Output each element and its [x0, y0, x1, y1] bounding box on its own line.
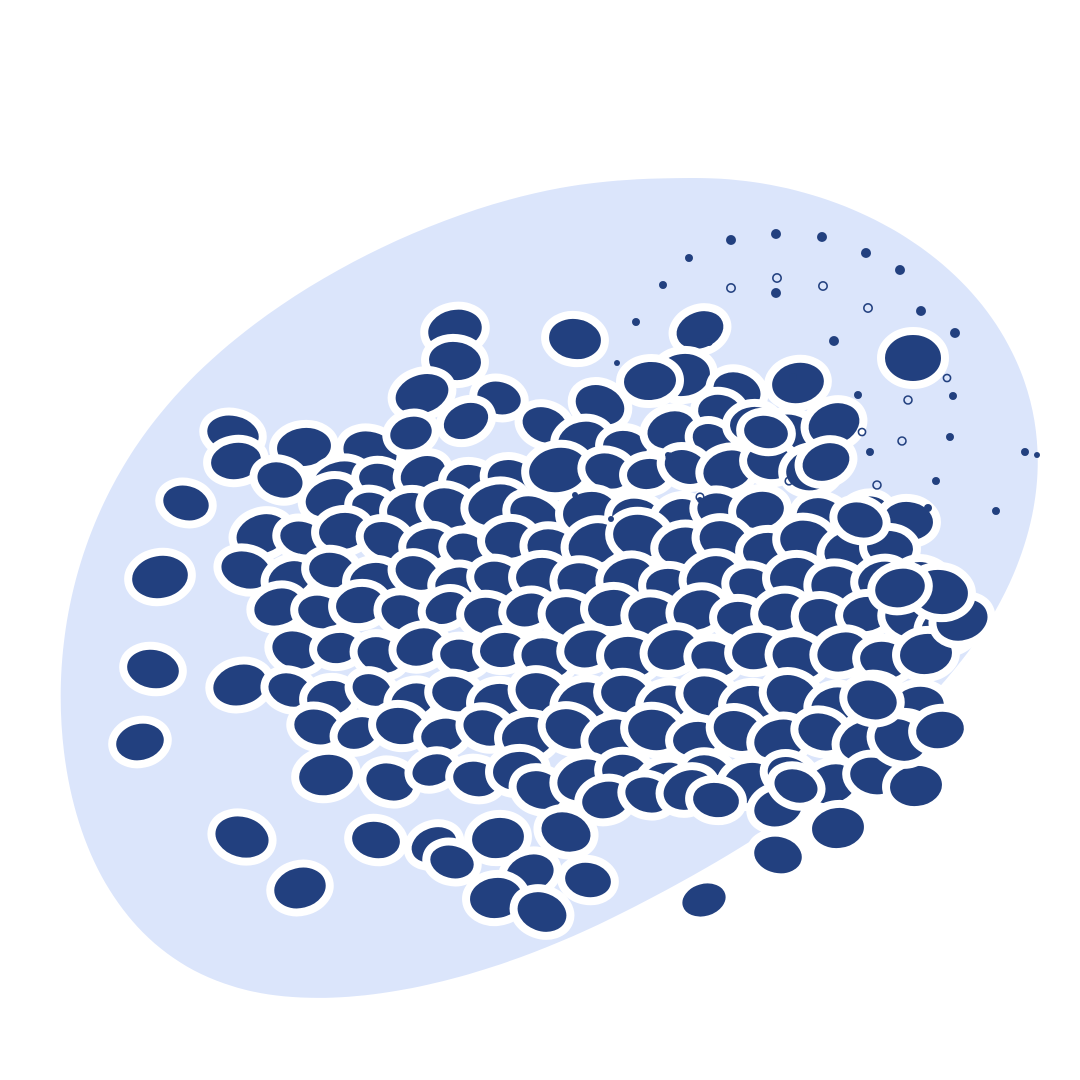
- scatter-point-small: [789, 373, 797, 381]
- scatter-point-small: [1021, 448, 1029, 456]
- scatter-point-small: [861, 248, 871, 258]
- scatter-point-small: [608, 516, 614, 522]
- scatter-point-small: [817, 232, 827, 242]
- scatter-point-hollow: [784, 476, 794, 486]
- scatter-point-large: [422, 837, 482, 887]
- scatter-point-small: [659, 281, 667, 289]
- scatter-point-large: [557, 854, 619, 906]
- scatter-point-small: [771, 288, 781, 298]
- scatter-point-hollow: [862, 302, 873, 313]
- scatter-point-hollow: [942, 373, 952, 383]
- scatter-point-hollow: [817, 280, 828, 291]
- scatter-point-large: [668, 303, 732, 357]
- scatter-point-large: [616, 353, 684, 409]
- scatter-point-large: [344, 813, 408, 867]
- scatter-point-large: [108, 715, 172, 769]
- scatter-point-small: [705, 338, 713, 346]
- scatter-point-hollow: [695, 492, 705, 502]
- scatter-point-small: [895, 265, 905, 275]
- scatter-point-small: [950, 328, 960, 338]
- scatter-point-large: [509, 884, 575, 940]
- large-marker-layer: [108, 301, 996, 940]
- scatter-point-large: [435, 394, 497, 448]
- scatter-point-small: [854, 391, 862, 399]
- scatter-point-small: [685, 254, 693, 262]
- scatter-point-small: [757, 467, 763, 473]
- scatter-point-large: [829, 494, 891, 546]
- scatter-point-small: [949, 392, 957, 400]
- scatter-point-large: [155, 477, 217, 529]
- scatter-point-small: [916, 306, 926, 316]
- scatter-point-large: [119, 641, 187, 697]
- hollow-ring-layer: [665, 272, 952, 502]
- scatter-point-hollow: [665, 452, 675, 462]
- scatter-point-large: [207, 808, 277, 866]
- scatter-point-hollow: [903, 395, 913, 405]
- scatter-point-small: [829, 336, 839, 346]
- scatter-point-small: [771, 229, 781, 239]
- scatter-point-large: [908, 703, 972, 757]
- scatter-point-large: [746, 828, 810, 882]
- scatter-point-small: [572, 492, 578, 498]
- scatter-point-hollow: [771, 272, 782, 283]
- scatter-point-small: [542, 502, 548, 508]
- scatter-point-hollow: [897, 436, 907, 446]
- scatter-point-large: [877, 327, 949, 389]
- scatter-point-large: [124, 547, 196, 607]
- scatter-point-large: [839, 672, 905, 728]
- scatter-point-large: [674, 875, 734, 925]
- scatter-point-large: [266, 859, 334, 917]
- scatter-point-large: [736, 407, 796, 457]
- scatter-point-large: [685, 774, 747, 826]
- scatter-point-large: [291, 746, 361, 804]
- scatter-point-small: [726, 235, 736, 245]
- scatter-point-small: [992, 507, 1000, 515]
- scatter-point-large: [766, 761, 826, 811]
- scatter-point-large: [533, 804, 599, 860]
- scatter-point-small: [866, 448, 874, 456]
- scatter-point-small: [932, 477, 940, 485]
- scatter-point-large: [794, 435, 858, 489]
- scatter-point-large: [541, 310, 609, 368]
- scatter-point-hollow: [725, 282, 736, 293]
- scatter-point-small: [614, 360, 620, 366]
- scatter-point-small: [946, 433, 954, 441]
- scatter-point-large: [867, 560, 933, 616]
- scatter-point-large: [804, 799, 872, 857]
- scatter-point-large: [764, 354, 832, 412]
- scatter-point-small: [924, 504, 932, 512]
- scatter-point-hollow: [857, 427, 867, 437]
- scatter-point-large: [464, 809, 532, 867]
- small-dot-layer: [542, 229, 1040, 522]
- scatter-point-small: [632, 318, 640, 326]
- scatter-point-hollow: [872, 480, 882, 490]
- scatter-point-small: [1034, 452, 1040, 458]
